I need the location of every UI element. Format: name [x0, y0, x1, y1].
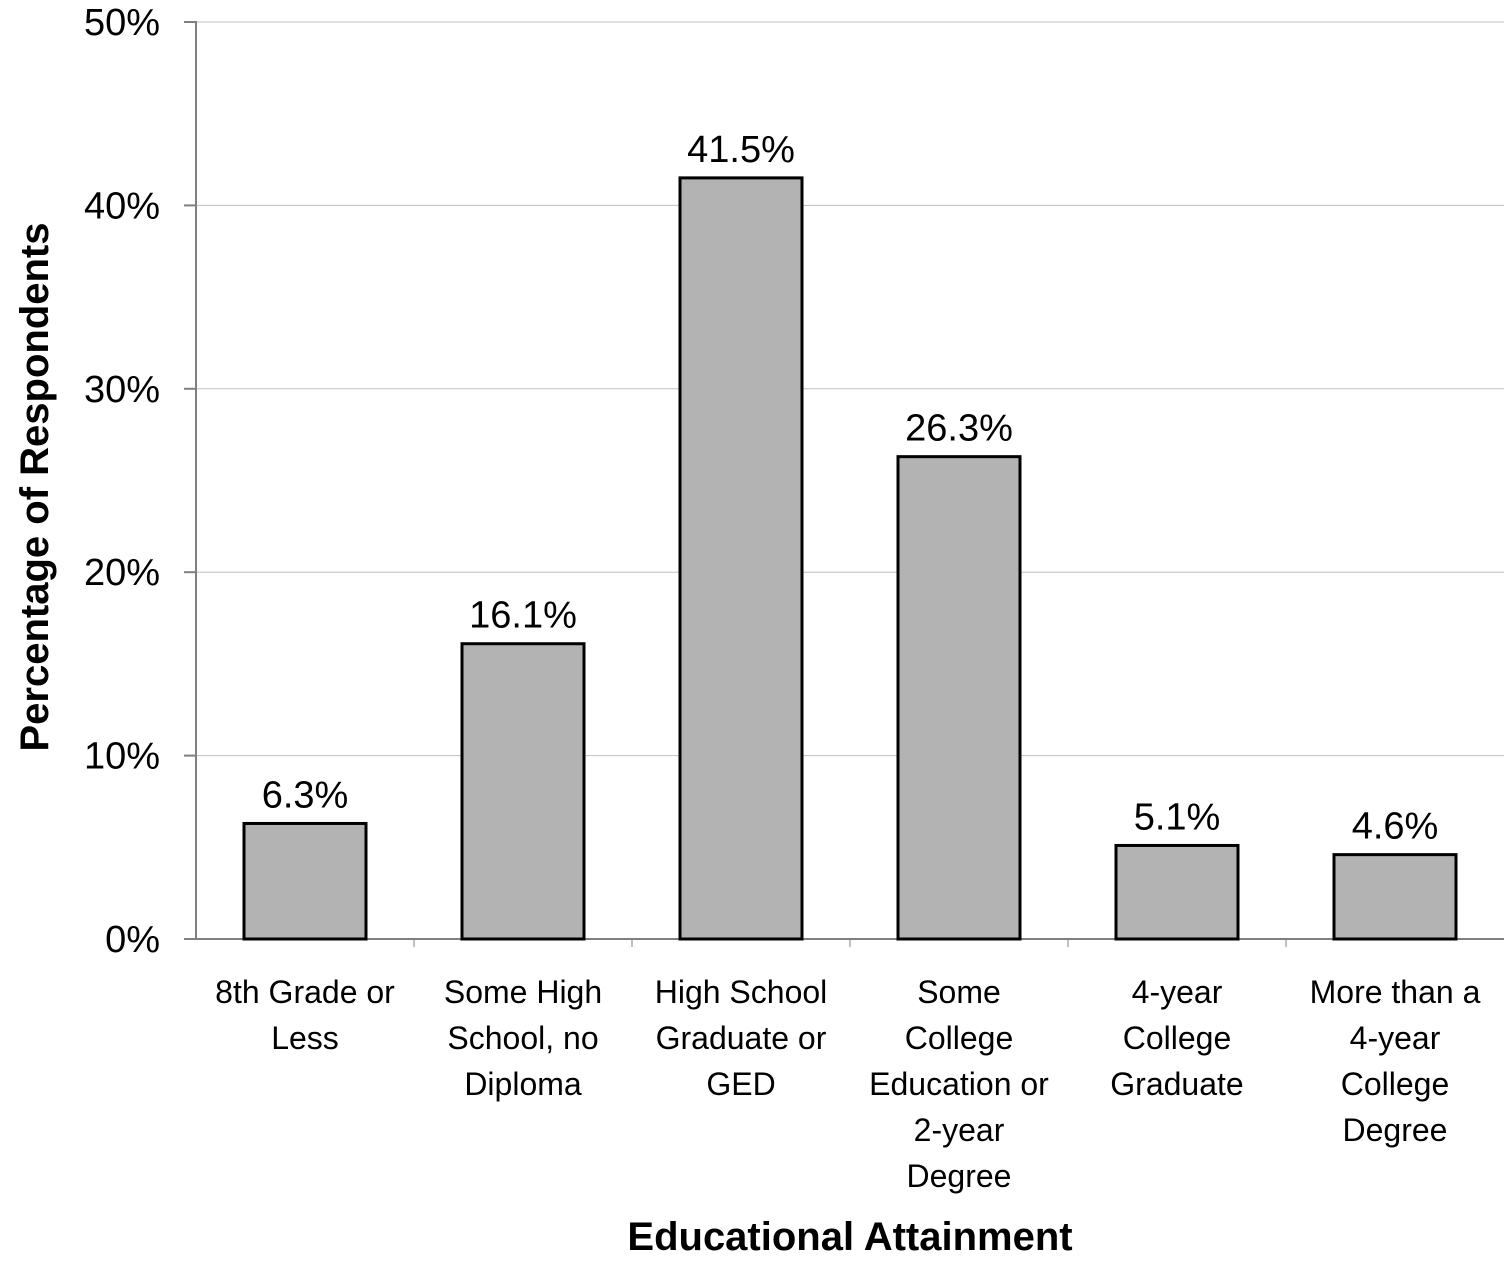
- y-tick-label: 40%: [84, 185, 160, 227]
- labels: 0% 10% 20% 30% 40% 50% 6.3% 8th Grade or Less 16.…: [84, 2, 1481, 1194]
- x-tick-label: High School Graduate or GED: [655, 974, 828, 1102]
- y-tick-label: 50%: [84, 2, 160, 44]
- bar: [896, 455, 1022, 941]
- x-tick-label: 4-year College Graduate: [1110, 974, 1243, 1102]
- data-label: 41.5%: [687, 129, 795, 171]
- bar: [242, 821, 368, 941]
- gridlines: [196, 21, 1504, 757]
- x-axis-title: Educational Attainment: [627, 1215, 1072, 1259]
- data-label: 26.3%: [905, 408, 1013, 450]
- y-axis-title: Percentage of Respondents: [13, 222, 57, 751]
- x-tick-label: 8th Grade or Less: [215, 974, 395, 1056]
- axes: [184, 21, 1504, 947]
- x-tick-label: More than a 4-year College Degree: [1310, 974, 1481, 1148]
- y-tick-label: 0%: [105, 919, 160, 961]
- bar: [678, 176, 804, 941]
- bars: [242, 176, 1458, 941]
- x-tick-label: Some College Education or 2-year Degree: [869, 974, 1049, 1194]
- bar: [1114, 843, 1240, 941]
- y-tick-label: 30%: [84, 369, 160, 411]
- data-label: 16.1%: [469, 595, 577, 637]
- y-tick-label: 10%: [84, 736, 160, 778]
- data-label: 4.6%: [1352, 806, 1439, 848]
- data-label: 6.3%: [262, 774, 349, 816]
- bar: [460, 642, 586, 941]
- bar: [1332, 853, 1458, 941]
- x-tick-label: Some High School, no Diploma: [444, 974, 602, 1102]
- y-tick-label: 20%: [84, 552, 160, 594]
- data-label: 5.1%: [1134, 796, 1221, 838]
